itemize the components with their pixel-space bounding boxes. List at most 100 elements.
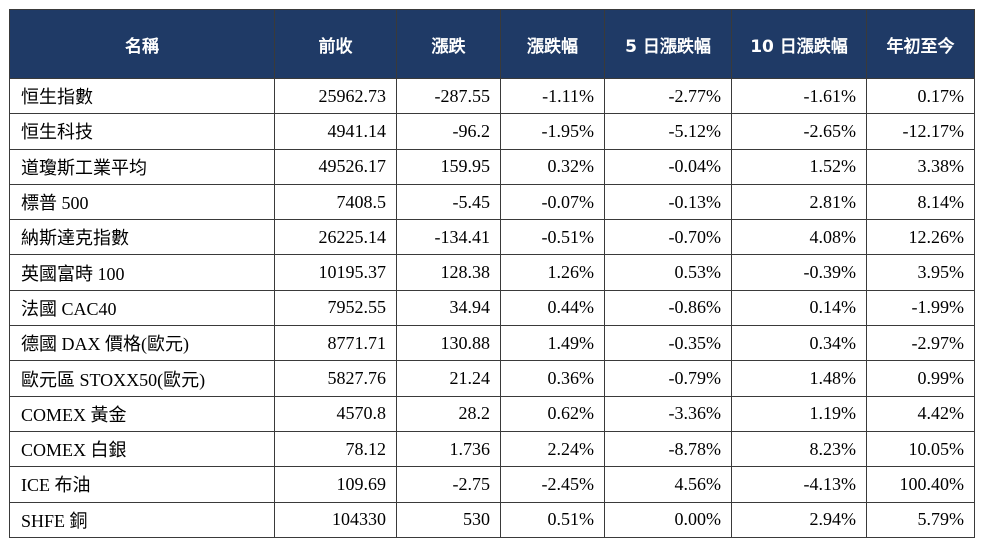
cell-name: SHFE 銅	[9, 501, 275, 538]
cell-change: 159.95	[396, 148, 501, 185]
header-ytd: 年初至今	[866, 9, 975, 79]
table-row: SHFE 銅 104330 530 0.51% 0.00% 2.94% 5.79%	[9, 501, 975, 538]
cell-change-pct: 0.51%	[500, 501, 605, 538]
cell-5d-change: -0.79%	[604, 360, 732, 397]
cell-ytd: -12.17%	[866, 113, 975, 150]
cell-10d-change: -0.39%	[731, 254, 867, 291]
cell-ytd: 3.38%	[866, 148, 975, 185]
cell-10d-change: -2.65%	[731, 113, 867, 150]
cell-5d-change: -0.35%	[604, 325, 732, 362]
cell-prev-close: 78.12	[274, 430, 397, 468]
cell-name: 德國 DAX 價格(歐元)	[9, 325, 275, 362]
cell-ytd: 100.40%	[866, 466, 975, 503]
cell-5d-change: -8.78%	[604, 430, 732, 468]
cell-name: 道瓊斯工業平均	[9, 148, 275, 185]
cell-prev-close: 8771.71	[274, 325, 397, 362]
cell-10d-change: -4.13%	[731, 466, 867, 503]
header-name: 名稱	[9, 9, 275, 79]
cell-change-pct: 0.44%	[500, 289, 605, 327]
cell-name: ICE 布油	[9, 466, 275, 503]
cell-ytd: 5.79%	[866, 501, 975, 538]
cell-ytd: 8.14%	[866, 183, 975, 221]
market-summary-table: 名稱 前收 漲跌 漲跌幅 5 日漲跌幅 10 日漲跌幅 年初至今 恒生指數 259…	[9, 9, 975, 538]
cell-5d-change: -0.04%	[604, 148, 732, 185]
cell-prev-close: 49526.17	[274, 148, 397, 185]
cell-name: 英國富時 100	[9, 254, 275, 291]
cell-prev-close: 5827.76	[274, 360, 397, 397]
cell-ytd: 12.26%	[866, 219, 975, 256]
cell-10d-change: 4.08%	[731, 219, 867, 256]
table-row: 歐元區 STOXX50(歐元) 5827.76 21.24 0.36% -0.79% 1.…	[9, 360, 975, 397]
table-row: 標普 500 7408.5 -5.45 -0.07% -0.13% 2.81% 8.14%	[9, 183, 975, 221]
cell-change: 130.88	[396, 325, 501, 362]
cell-change-pct: 0.62%	[500, 395, 605, 432]
cell-5d-change: -3.36%	[604, 395, 732, 432]
cell-ytd: -2.97%	[866, 325, 975, 362]
cell-change-pct: -0.07%	[500, 183, 605, 221]
cell-10d-change: 1.52%	[731, 148, 867, 185]
cell-change: -5.45	[396, 183, 501, 221]
cell-10d-change: 0.34%	[731, 325, 867, 362]
cell-name: COMEX 黃金	[9, 395, 275, 432]
table-row: ICE 布油 109.69 -2.75 -2.45% 4.56% -4.13% 100.40…	[9, 466, 975, 503]
table-row: 道瓊斯工業平均 49526.17 159.95 0.32% -0.04% 1.52% 3.3…	[9, 148, 975, 185]
header-5d-change: 5 日漲跌幅	[604, 9, 732, 79]
table-row: COMEX 黃金 4570.8 28.2 0.62% -3.36% 1.19% 4.42%	[9, 395, 975, 432]
cell-prev-close: 25962.73	[274, 77, 397, 115]
table-row: 法國 CAC40 7952.55 34.94 0.44% -0.86% 0.14% -1.9…	[9, 289, 975, 327]
cell-10d-change: 2.81%	[731, 183, 867, 221]
cell-change: 21.24	[396, 360, 501, 397]
cell-prev-close: 109.69	[274, 466, 397, 503]
cell-5d-change: -5.12%	[604, 113, 732, 150]
cell-name: 恒生科技	[9, 113, 275, 150]
cell-change-pct: 2.24%	[500, 430, 605, 468]
cell-change-pct: 0.36%	[500, 360, 605, 397]
header-prev-close: 前收	[274, 9, 397, 79]
cell-change-pct: -1.11%	[500, 77, 605, 115]
cell-prev-close: 4570.8	[274, 395, 397, 432]
cell-prev-close: 26225.14	[274, 219, 397, 256]
cell-change: -134.41	[396, 219, 501, 256]
cell-10d-change: 2.94%	[731, 501, 867, 538]
cell-change-pct: -2.45%	[500, 466, 605, 503]
header-change-pct: 漲跌幅	[500, 9, 605, 79]
cell-prev-close: 4941.14	[274, 113, 397, 150]
cell-prev-close: 7408.5	[274, 183, 397, 221]
cell-10d-change: 1.19%	[731, 395, 867, 432]
cell-5d-change: 4.56%	[604, 466, 732, 503]
cell-change-pct: 1.26%	[500, 254, 605, 291]
table-row: 英國富時 100 10195.37 128.38 1.26% 0.53% -0.39% 3.…	[9, 254, 975, 291]
cell-name: 法國 CAC40	[9, 289, 275, 327]
cell-prev-close: 7952.55	[274, 289, 397, 327]
cell-10d-change: 0.14%	[731, 289, 867, 327]
cell-ytd: 4.42%	[866, 395, 975, 432]
cell-change: 28.2	[396, 395, 501, 432]
cell-5d-change: -0.86%	[604, 289, 732, 327]
cell-change-pct: 0.32%	[500, 148, 605, 185]
cell-change-pct: -0.51%	[500, 219, 605, 256]
cell-name: 歐元區 STOXX50(歐元)	[9, 360, 275, 397]
cell-10d-change: 8.23%	[731, 430, 867, 468]
cell-5d-change: 0.53%	[604, 254, 732, 291]
cell-change: 1.736	[396, 430, 501, 468]
cell-ytd: -1.99%	[866, 289, 975, 327]
table-row: 納斯達克指數 26225.14 -134.41 -0.51% -0.70% 4.08% 12…	[9, 219, 975, 256]
header-10d-change: 10 日漲跌幅	[731, 9, 867, 79]
cell-change: -287.55	[396, 77, 501, 115]
cell-5d-change: -2.77%	[604, 77, 732, 115]
cell-ytd: 3.95%	[866, 254, 975, 291]
cell-5d-change: -0.13%	[604, 183, 732, 221]
table-row: 恒生科技 4941.14 -96.2 -1.95% -5.12% -2.65% -12.17…	[9, 113, 975, 150]
cell-ytd: 10.05%	[866, 430, 975, 468]
cell-name: 標普 500	[9, 183, 275, 221]
header-change: 漲跌	[396, 9, 501, 79]
cell-ytd: 0.17%	[866, 77, 975, 115]
cell-change: 128.38	[396, 254, 501, 291]
cell-name: COMEX 白銀	[9, 430, 275, 468]
cell-change-pct: -1.95%	[500, 113, 605, 150]
cell-name: 恒生指數	[9, 77, 275, 115]
cell-change-pct: 1.49%	[500, 325, 605, 362]
cell-change: -2.75	[396, 466, 501, 503]
cell-prev-close: 10195.37	[274, 254, 397, 291]
cell-name: 納斯達克指數	[9, 219, 275, 256]
